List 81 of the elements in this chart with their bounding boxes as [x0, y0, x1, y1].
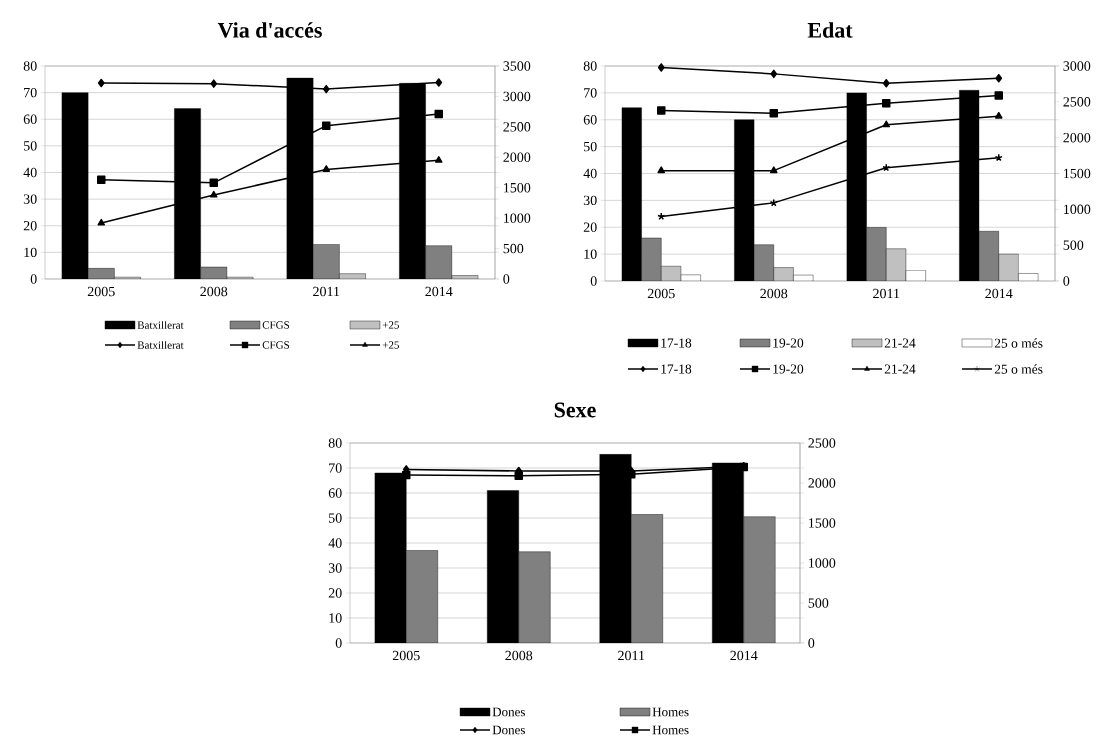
- x-tick-label: 2008: [505, 650, 533, 661]
- legend-label: Batxillerat: [137, 341, 184, 349]
- y-tick-label: 10: [24, 247, 37, 258]
- y2-tick-label: 1000: [1064, 204, 1091, 215]
- y-tick-label: 10: [584, 249, 597, 259]
- y2-tick-label: 2000: [1063, 132, 1091, 143]
- legend-label: 21-24: [884, 338, 916, 348]
- y-tick-label: 30: [583, 195, 597, 206]
- y-tick-label: 40: [583, 168, 597, 179]
- y2-tick-label: 500: [808, 598, 829, 608]
- x-tick-label: 2005: [392, 650, 420, 661]
- y-tick-label: 0: [590, 276, 597, 286]
- y2-tick-label: 0: [503, 274, 510, 284]
- y-tick-label: 10: [329, 613, 342, 623]
- legend-label: 21-24: [884, 364, 916, 374]
- x-tick-label: 2008: [760, 288, 788, 299]
- y2-tick-label: 0: [808, 638, 815, 648]
- y2-tick-label: 500: [1063, 240, 1084, 250]
- legend-label: 19-20: [773, 364, 804, 374]
- legend-label: Batxillerat: [137, 321, 184, 329]
- y2-tick-label: 2000: [503, 152, 531, 163]
- y-tick-label: 50: [24, 141, 37, 151]
- x-tick-label: 2011: [618, 650, 645, 661]
- x-tick-label: 2011: [873, 288, 900, 299]
- legend-label: Dones: [492, 707, 525, 717]
- y2-tick-label: 1000: [504, 213, 531, 223]
- legend-label: 17-18: [661, 364, 692, 374]
- x-tick-label: 2005: [87, 286, 115, 297]
- chart-title: Edat: [807, 22, 853, 38]
- y-tick-label: 70: [584, 88, 597, 98]
- y-tick-label: 50: [584, 141, 597, 152]
- x-tick-label: 2005: [647, 288, 675, 299]
- legend-label: 19-20: [773, 338, 804, 348]
- x-tick-label: 2014: [985, 288, 1013, 299]
- y-tick-label: 0: [335, 638, 342, 648]
- y-tick-label: 40: [23, 167, 37, 178]
- y-tick-label: 70: [24, 87, 37, 98]
- y-tick-label: 50: [329, 513, 342, 523]
- x-tick-label: 2008: [200, 286, 228, 297]
- y2-tick-label: 1500: [809, 518, 836, 528]
- y-tick-label: 0: [30, 274, 37, 284]
- legend-label: CFGS: [262, 341, 290, 349]
- y-tick-label: 70: [329, 463, 342, 473]
- y2-tick-label: 500: [503, 243, 524, 254]
- y2-tick-label: 2500: [808, 438, 836, 448]
- y2-tick-label: 2500: [503, 122, 531, 132]
- y2-tick-label: 1500: [1064, 168, 1091, 179]
- legend-label: 17-18: [661, 338, 692, 348]
- y-tick-label: 80: [328, 438, 342, 448]
- y-tick-label: 80: [23, 61, 37, 71]
- y-tick-label: 60: [328, 488, 342, 498]
- x-tick-label: 2014: [730, 650, 758, 661]
- y-tick-label: 60: [23, 114, 37, 124]
- x-tick-label: 2011: [313, 286, 340, 297]
- chart-title: Via d'accés: [217, 22, 322, 38]
- y2-tick-label: 0: [1063, 276, 1070, 286]
- y-tick-label: 30: [23, 194, 37, 204]
- y2-tick-label: 2000: [808, 478, 836, 488]
- legend-label: Homes: [652, 707, 689, 717]
- legend-label: +25: [382, 341, 399, 349]
- y2-tick-label: 3000: [503, 91, 531, 102]
- y2-tick-label: 2500: [1063, 97, 1091, 107]
- y2-tick-label: 1000: [809, 558, 836, 568]
- x-tick-label: 2014: [425, 286, 453, 297]
- y2-tick-label: 3000: [1063, 61, 1091, 71]
- chart-title: Sexe: [554, 402, 596, 418]
- legend-label: CFGS: [262, 321, 290, 329]
- legend-label: Homes: [652, 725, 689, 735]
- legend-label: 25 o més: [994, 364, 1043, 374]
- y-tick-label: 40: [328, 538, 342, 548]
- y-tick-label: 20: [328, 588, 342, 598]
- legend-label: +25: [382, 321, 399, 329]
- legend-label: 25 o més: [994, 338, 1043, 348]
- legend-label: Dones: [492, 725, 525, 735]
- y-tick-label: 60: [583, 115, 597, 125]
- y-tick-label: 80: [583, 61, 597, 71]
- y2-tick-label: 3500: [503, 61, 531, 71]
- y-tick-label: 30: [328, 563, 342, 573]
- y2-tick-label: 1500: [504, 182, 531, 193]
- y-tick-label: 20: [23, 221, 37, 231]
- y-tick-label: 20: [583, 222, 597, 232]
